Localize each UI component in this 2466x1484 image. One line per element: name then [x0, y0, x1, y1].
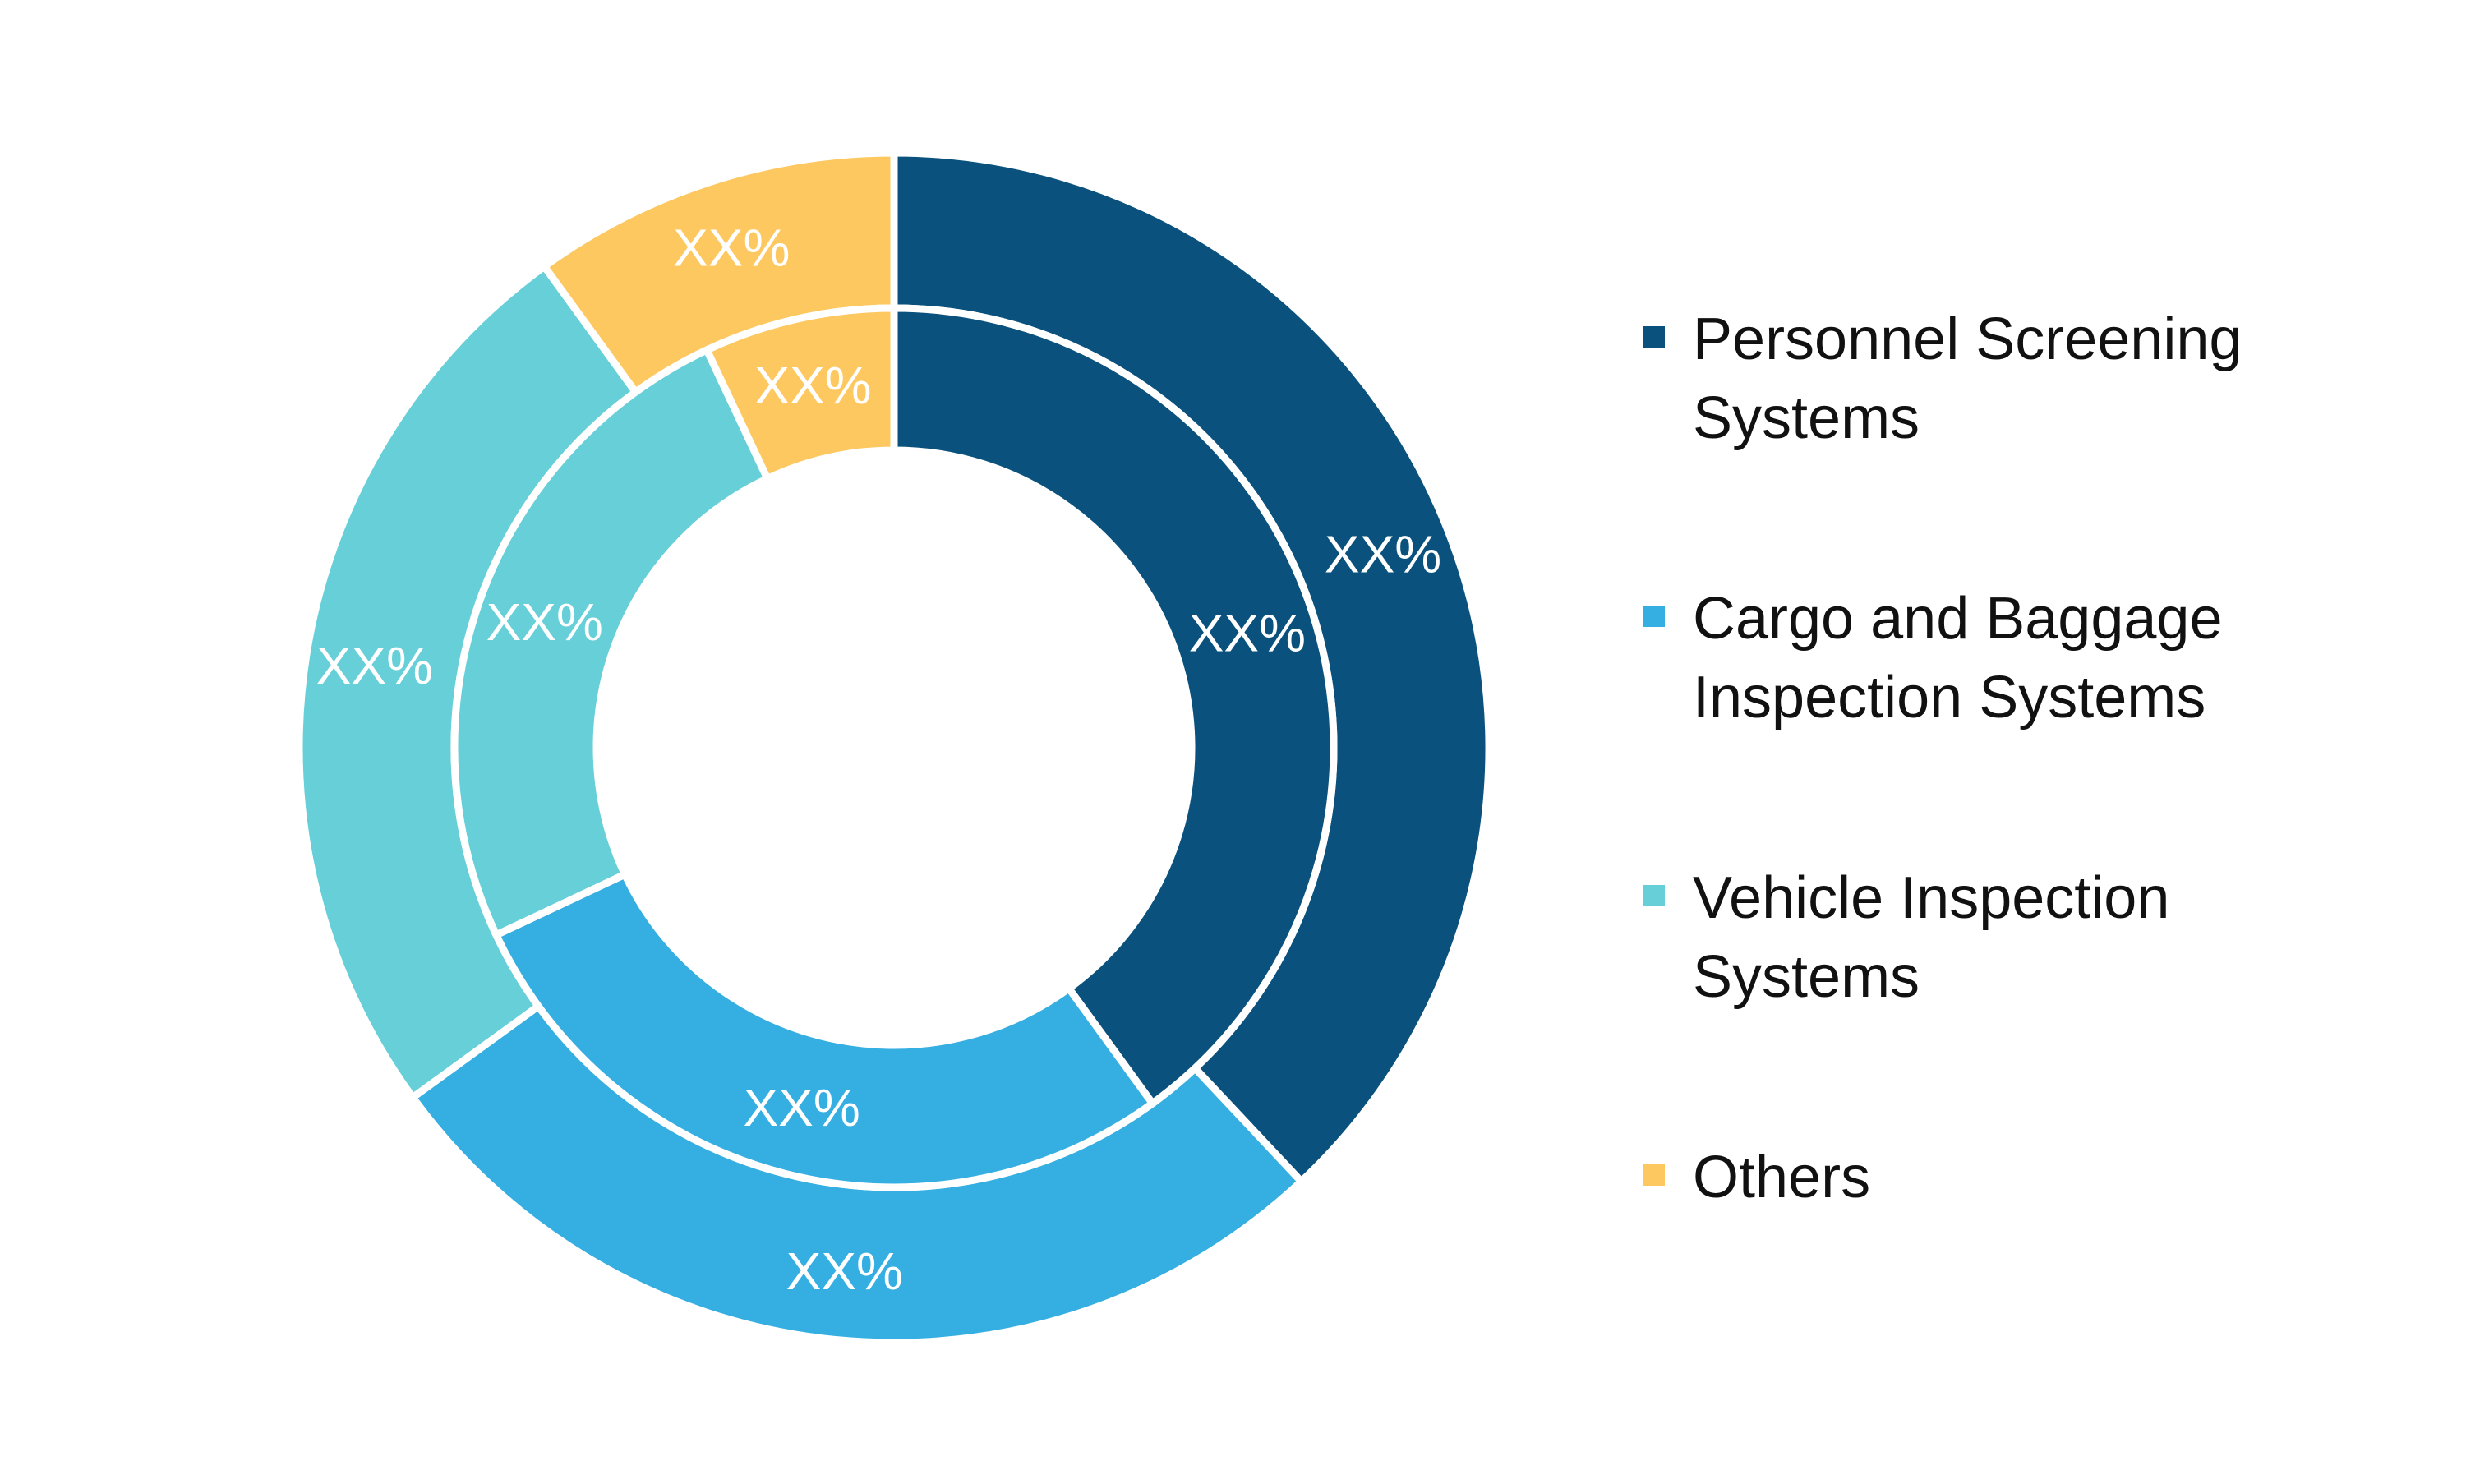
outer-ring-label-vehicle-inspection: XX% [316, 636, 433, 695]
legend-item-others: Others [1643, 1138, 2424, 1217]
outer-ring-label-cargo-baggage: XX% [786, 1242, 903, 1301]
legend-label-vehicle-inspection: Vehicle Inspection Systems [1693, 859, 2367, 1016]
legend-item-vehicle-inspection: Vehicle Inspection Systems [1643, 859, 2424, 1016]
legend-label-others: Others [1693, 1138, 2367, 1217]
legend-swatch-vehicle-inspection [1643, 885, 1665, 906]
inner-ring-label-personnel-screening: XX% [1189, 603, 1306, 662]
inner-ring-slice-vehicle-inspection [450, 344, 772, 940]
inner-ring-label-others: XX% [754, 356, 871, 415]
outer-ring-label-personnel-screening: XX% [1325, 524, 1441, 583]
legend-swatch-cargo-baggage [1643, 606, 1665, 627]
legend-label-line: Systems [1693, 385, 1920, 451]
inner-ring-slice-cargo-baggage [491, 869, 1158, 1191]
outer-ring-label-others: XX% [673, 218, 790, 277]
legend-item-cargo-baggage: Cargo and Baggage Inspection Systems [1643, 579, 2424, 737]
inner-ring-slice-personnel-screening [890, 304, 1338, 1109]
legend-label-line: Cargo and Baggage [1693, 586, 2223, 652]
legend-swatch-personnel-screening [1643, 326, 1665, 348]
legend-label-line: Inspection Systems [1693, 665, 2206, 730]
legend-label-line: Personnel Screening [1693, 306, 2242, 372]
legend-item-personnel-screening: Personnel Screening Systems [1643, 300, 2424, 458]
inner-ring-label-vehicle-inspection: XX% [486, 592, 603, 652]
legend-label-personnel-screening: Personnel Screening Systems [1693, 300, 2367, 458]
inner-ring-label-cargo-baggage: XX% [743, 1078, 860, 1137]
legend-label-line: Systems [1693, 944, 1920, 1010]
legend-label-line: Others [1693, 1145, 1871, 1210]
legend-label-cargo-baggage: Cargo and Baggage Inspection Systems [1693, 579, 2367, 737]
inner-ring-slice-others [702, 304, 898, 484]
legend-swatch-others [1643, 1164, 1665, 1186]
legend-label-line: Vehicle Inspection [1693, 865, 2170, 931]
